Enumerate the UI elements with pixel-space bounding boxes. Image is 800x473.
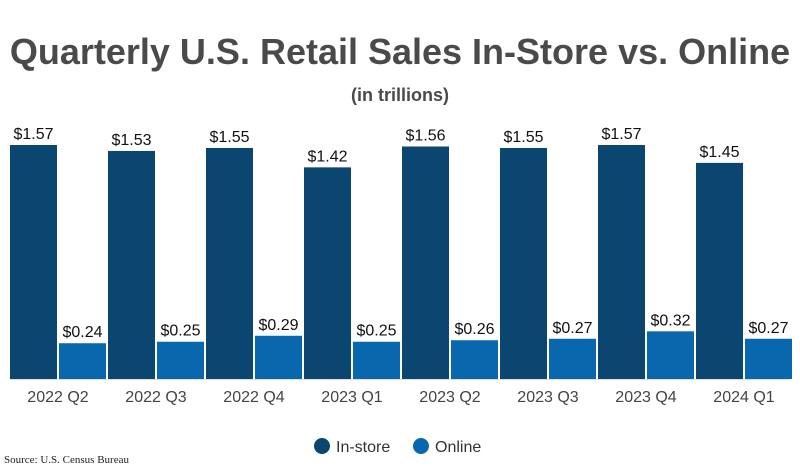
data-label-in-store-1: $1.53 [111,132,151,149]
bar-in-store-1 [108,150,155,379]
data-label-online-0: $0.24 [62,324,102,341]
x-tick-label-3: 2023 Q1 [321,389,382,406]
data-label-in-store-4: $1.56 [405,127,445,144]
x-tick-label-1: 2022 Q3 [125,389,186,406]
bar-in-store-2 [206,147,253,379]
x-tick-label-2: 2022 Q4 [223,389,284,406]
data-label-online-2: $0.29 [258,317,298,334]
bar-in-store-4 [402,146,449,379]
bar-in-store-0 [10,145,57,379]
data-label-online-1: $0.25 [160,323,200,340]
bar-in-store-7 [696,162,743,379]
bar-online-6 [647,331,694,379]
data-label-online-7: $0.27 [748,320,788,337]
data-label-in-store-2: $1.55 [209,129,249,146]
bar-online-7 [745,338,792,379]
bar-in-store-5 [500,147,547,379]
source-note: Source: U.S. Census Bureau [4,454,129,466]
data-label-in-store-6: $1.57 [601,126,641,143]
bar-in-store-6 [598,145,645,379]
data-label-online-3: $0.25 [356,323,396,340]
bar-in-store-3 [304,167,351,379]
x-tick-label-6: 2023 Q4 [615,389,676,406]
data-label-in-store-5: $1.55 [503,129,543,146]
chart-title: Quarterly U.S. Retail Sales In-Store vs.… [9,31,791,72]
bar-online-0 [59,343,106,379]
chart-subtitle: (in trillions) [351,85,449,105]
data-label-in-store-3: $1.42 [307,148,347,165]
bar-online-5 [549,338,596,379]
bar-online-3 [353,341,400,379]
legend-label-in-store: In-store [336,439,390,456]
x-tick-label-7: 2024 Q1 [713,389,774,406]
bar-online-2 [255,335,302,379]
data-label-in-store-0: $1.57 [13,126,53,143]
data-label-online-4: $0.26 [454,321,494,338]
x-tick-label-4: 2023 Q2 [419,389,480,406]
legend-marker-online [413,438,429,454]
x-tick-label-5: 2023 Q3 [517,389,578,406]
bar-online-4 [451,340,498,379]
data-label-online-5: $0.27 [552,320,592,337]
data-label-online-6: $0.32 [650,312,690,329]
legend-label-online: Online [435,439,481,456]
data-label-in-store-7: $1.45 [699,144,739,161]
x-tick-label-0: 2022 Q2 [27,389,88,406]
legend-marker-in-store [314,438,330,454]
bar-online-1 [157,341,204,379]
